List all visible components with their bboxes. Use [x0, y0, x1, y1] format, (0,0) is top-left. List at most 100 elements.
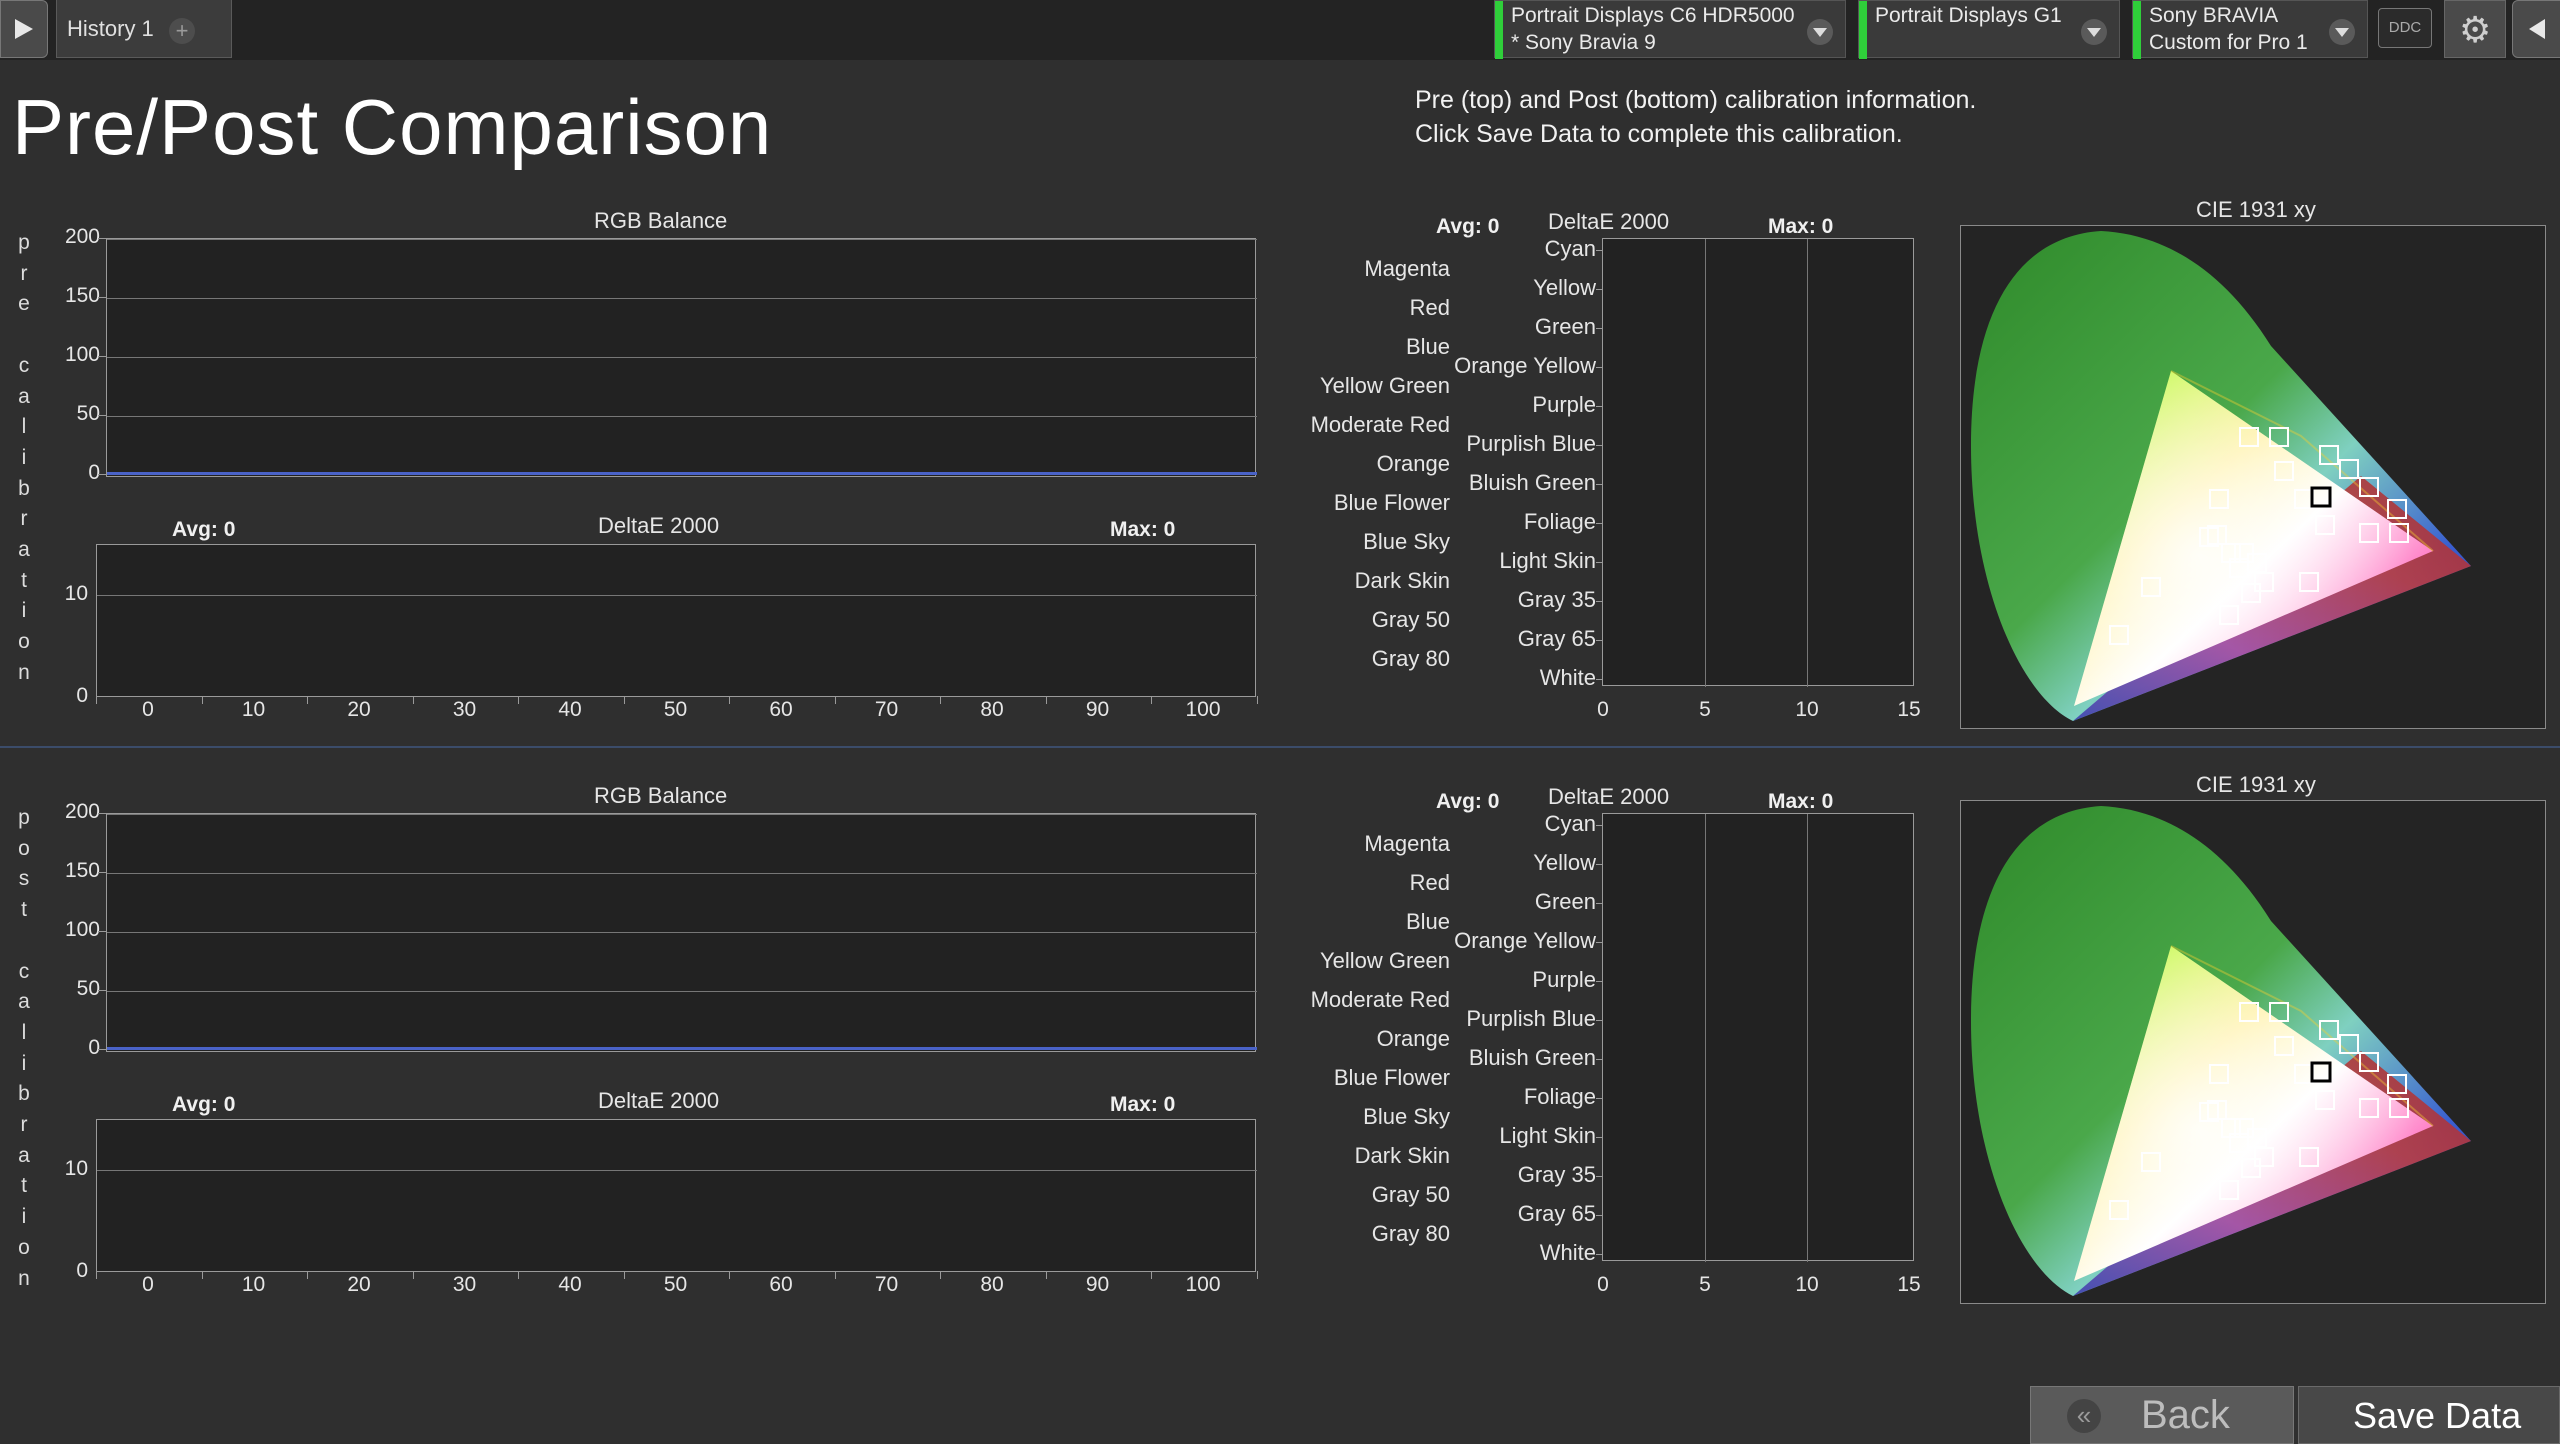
info-text: Pre (top) and Post (bottom) calibration … — [1415, 83, 1976, 151]
patch-marker — [2241, 1158, 2261, 1178]
status-indicator — [1495, 1, 1503, 59]
patch-label-left: Dark Skin — [1354, 568, 1450, 593]
x-tick — [1151, 696, 1152, 704]
x-tick — [1045, 696, 1047, 704]
patch-marker — [2315, 515, 2335, 535]
x-tick — [729, 1271, 730, 1279]
x-tick — [834, 1271, 836, 1279]
x-tick-label: 5 — [1699, 1273, 1711, 1296]
x-tick — [412, 696, 414, 704]
x-tick — [623, 696, 625, 704]
x-tick-label: 40 — [558, 698, 582, 721]
patch-label-left: Blue Flower — [1333, 490, 1450, 515]
y-tick-label: 100 — [64, 918, 100, 941]
chevron-down-icon[interactable] — [2081, 19, 2107, 45]
rgb-balance-line — [107, 472, 1257, 475]
patch-label-right: Cyan — [1544, 236, 1596, 261]
patch-label-right: Purple — [1532, 392, 1596, 417]
rgb-balance-title: RGB Balance — [594, 783, 728, 808]
x-tick-label: 100 — [1185, 698, 1221, 721]
rgb-balance-title: RGB Balance — [594, 208, 728, 233]
save-data-button[interactable]: Save Data — [2298, 1386, 2560, 1444]
y-tick — [1596, 328, 1602, 329]
cie-diagram — [1971, 806, 2471, 1296]
patch-label-left: Gray 50 — [1371, 1182, 1450, 1207]
gridline — [97, 595, 1257, 596]
patch-marker — [2239, 427, 2259, 447]
y-tick — [98, 474, 106, 475]
patch-marker — [2219, 1180, 2239, 1200]
grayscale-deltae-title: DeltaE 2000 — [598, 513, 720, 538]
y-tick — [98, 990, 106, 991]
tab-history-1[interactable]: History 1 + — [56, 0, 232, 58]
patch-label-left: Blue Sky — [1363, 529, 1450, 554]
patch-label-left: Blue — [1405, 334, 1450, 359]
patch-label-left: Blue Sky — [1363, 1104, 1450, 1129]
play-button[interactable] — [0, 0, 48, 58]
patch-label-right: Orange Yellow — [1454, 928, 1596, 953]
y-tick — [1596, 903, 1602, 904]
color-deltae-avg: Avg: 0 — [1436, 215, 1500, 238]
info-line-2: Click Save Data to complete this calibra… — [1415, 120, 1903, 148]
patch-marker — [2310, 486, 2332, 508]
x-tick-label: 60 — [769, 698, 793, 721]
gear-icon: ⚙ — [2459, 9, 2492, 50]
patch-marker — [2319, 1020, 2339, 1040]
patch-marker — [2209, 1064, 2229, 1084]
patch-label-left: Orange — [1376, 1026, 1450, 1051]
device-selector-display[interactable]: Sony BRAVIA Custom for Pro 1 — [2132, 0, 2368, 59]
back-button[interactable]: « Back — [2030, 1386, 2294, 1444]
patch-label-left: Red — [1409, 870, 1450, 895]
patch-marker — [2274, 1036, 2294, 1056]
device-selector-meter[interactable]: Portrait Displays C6 HDR5000 * Sony Brav… — [1494, 0, 1846, 59]
x-tick — [1151, 1271, 1152, 1279]
y-tick-label: 150 — [64, 284, 100, 307]
cie-title: CIE 1931 xy — [2196, 772, 2316, 797]
patch-marker — [2315, 1090, 2335, 1110]
info-line-1: Pre (top) and Post (bottom) calibration … — [1415, 86, 1977, 114]
chevron-down-icon[interactable] — [1807, 19, 1833, 45]
gridline — [1705, 814, 1706, 1262]
collapse-panel-button[interactable] — [2512, 0, 2560, 58]
y-tick — [1596, 367, 1602, 368]
grayscale-deltae-title: DeltaE 2000 — [598, 1088, 720, 1113]
patch-label-left: Magenta — [1364, 831, 1450, 856]
patch-label-right: Bluish Green — [1468, 470, 1596, 495]
chevron-down-icon[interactable] — [2329, 19, 2355, 45]
x-tick-label: 10 — [1795, 1273, 1819, 1296]
x-tick-label: 10 — [1795, 698, 1819, 721]
settings-button[interactable]: ⚙ — [2444, 0, 2506, 58]
tab-label: History 1 — [67, 16, 154, 41]
y-tick-label: 0 — [76, 684, 88, 707]
patch-marker — [2359, 523, 2379, 543]
y-tick — [1596, 523, 1602, 524]
y-tick — [1596, 484, 1602, 485]
ddc-button[interactable]: DDC — [2378, 8, 2432, 48]
patch-label-right: Yellow — [1533, 275, 1596, 300]
x-tick — [1045, 1271, 1047, 1279]
patch-marker — [2199, 1102, 2219, 1122]
gridline — [107, 814, 1257, 815]
page-title: Pre/Post Comparison — [12, 83, 773, 171]
device-line2: Custom for Pro 1 — [2149, 31, 2308, 54]
status-indicator — [2133, 1, 2141, 59]
patch-label-right: Gray 65 — [1517, 1201, 1596, 1226]
y-tick — [1596, 1098, 1602, 1099]
x-tick-label: 0 — [142, 698, 154, 721]
patch-label-right: Purple — [1532, 967, 1596, 992]
x-tick-label: 0 — [1597, 1273, 1609, 1296]
patch-label-left: Blue — [1405, 909, 1450, 934]
y-tick-label: 0 — [76, 1259, 88, 1282]
double-chevron-left-icon: « — [2067, 1399, 2101, 1433]
device-selector-generator[interactable]: Portrait Displays G1 — [1858, 0, 2120, 59]
x-tick — [1256, 1271, 1258, 1279]
add-tab-icon[interactable]: + — [169, 18, 195, 44]
x-tick — [307, 1271, 308, 1279]
patch-marker — [2339, 1034, 2359, 1054]
patch-marker — [2109, 625, 2129, 645]
x-tick-label: 80 — [980, 1273, 1004, 1296]
patch-marker — [2239, 1002, 2259, 1022]
